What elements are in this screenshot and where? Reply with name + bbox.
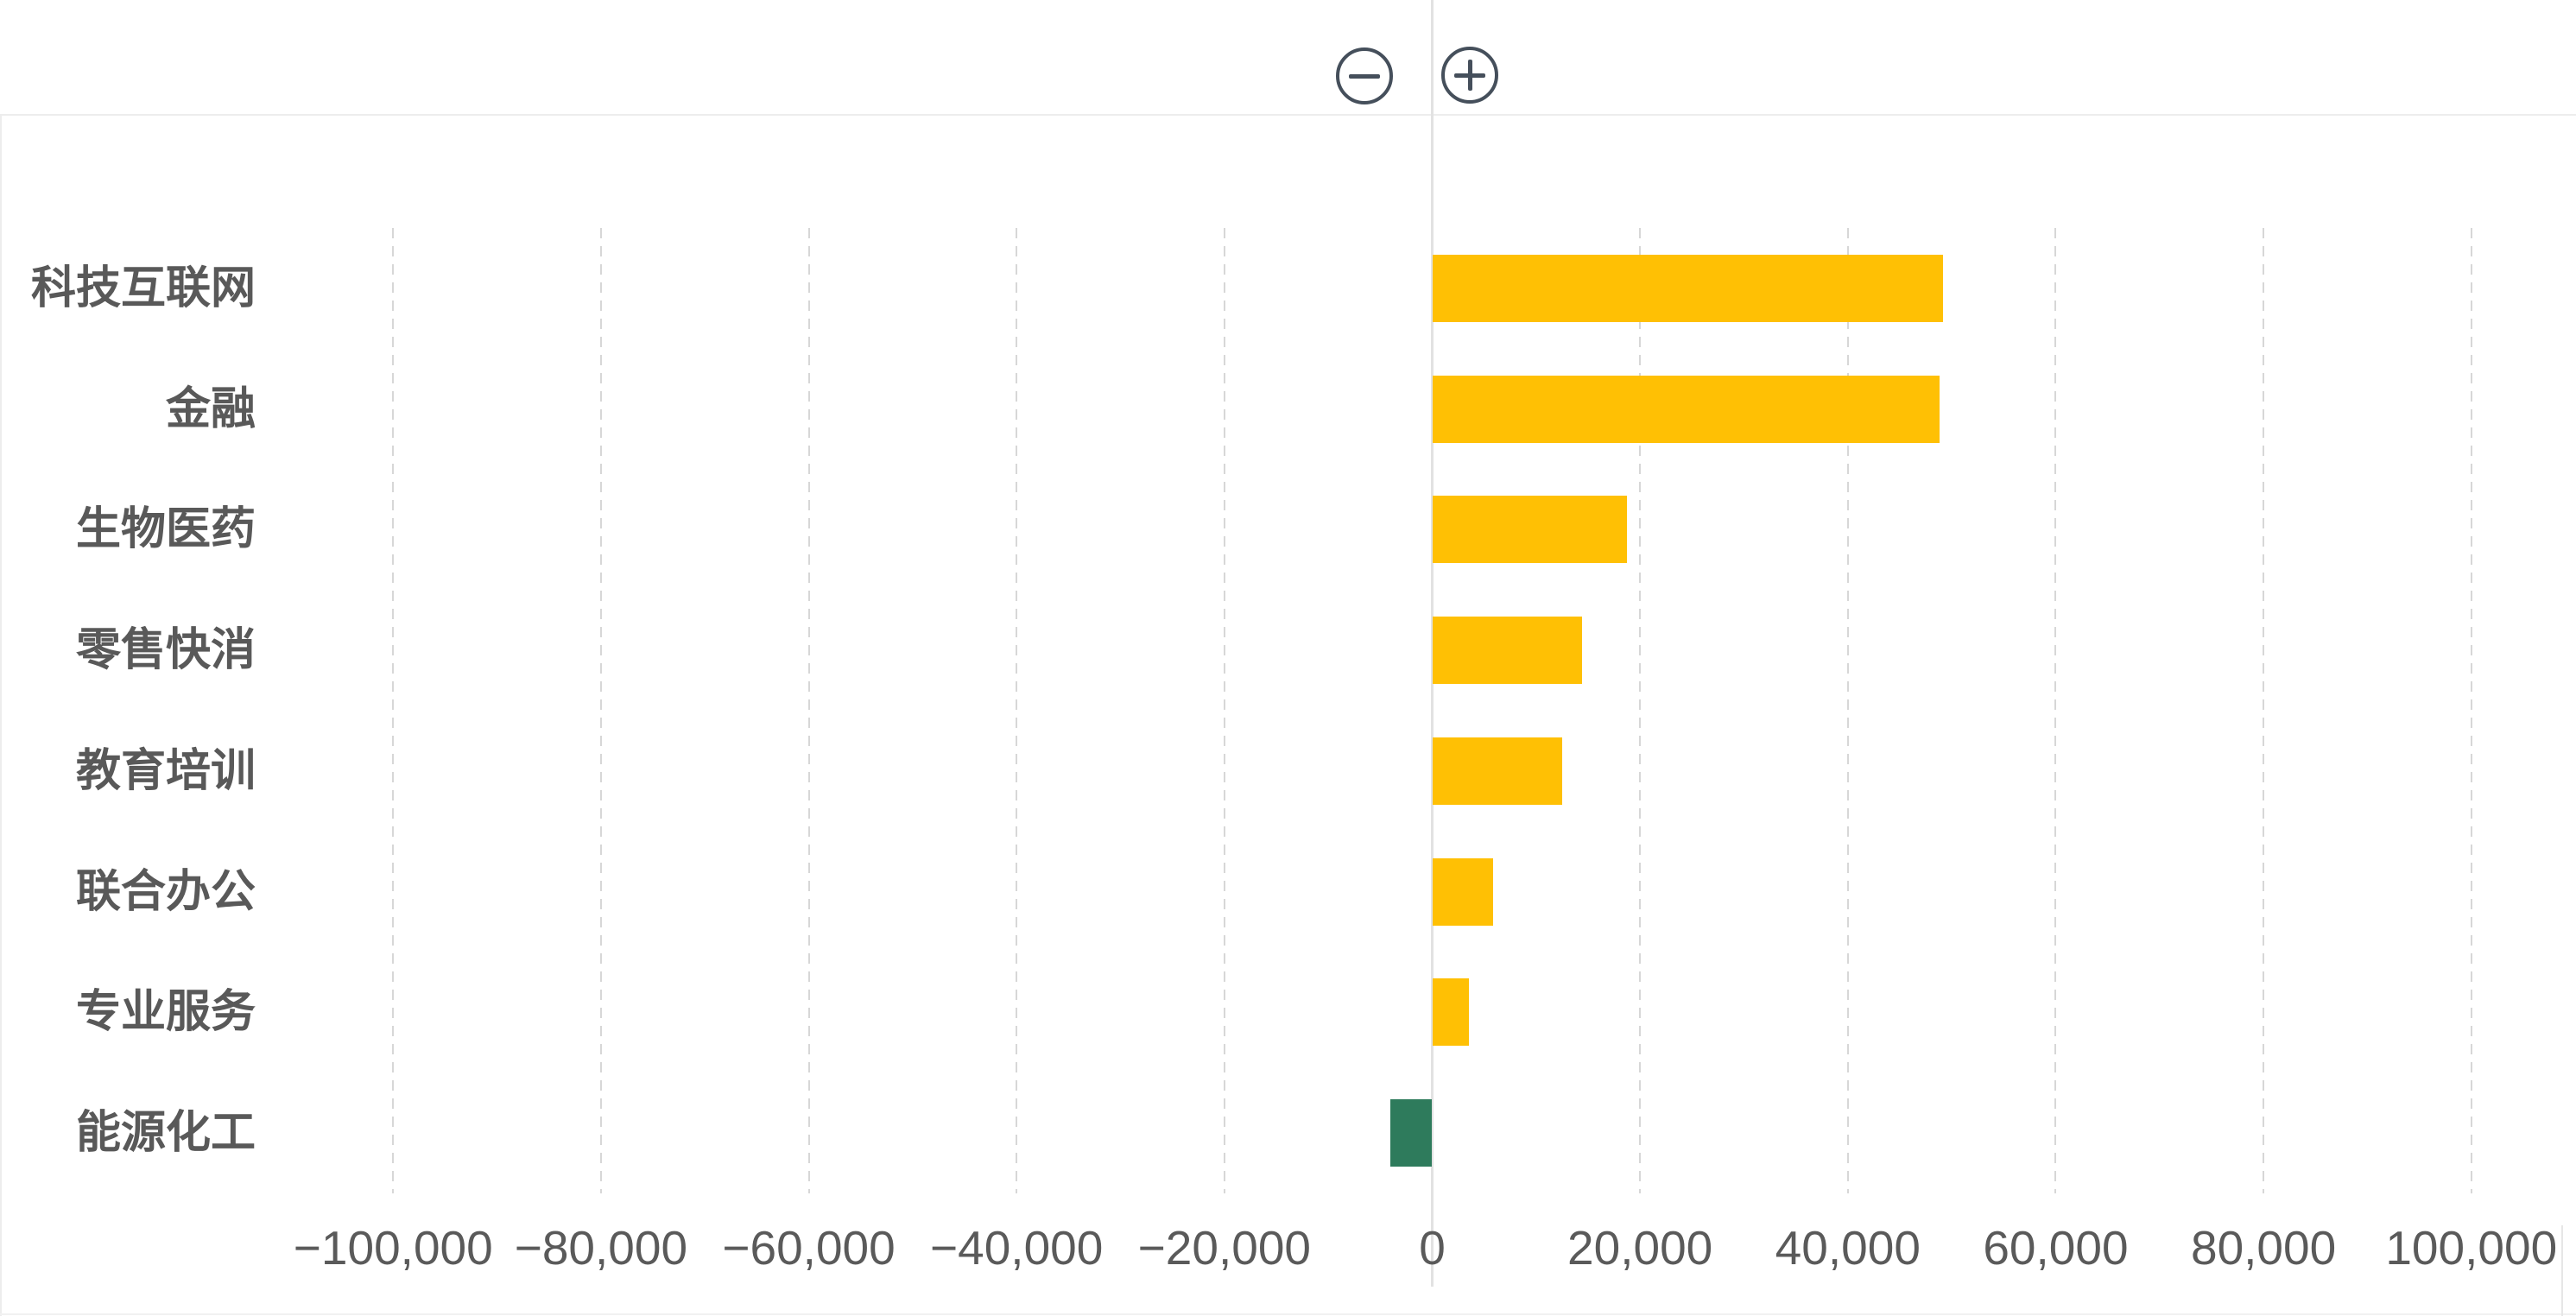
x-axis-tick-label: 40,000 (1775, 1221, 1921, 1275)
category-label: 教育培训 (75, 745, 256, 796)
gridline (807, 228, 810, 1193)
gridline (1016, 228, 1018, 1193)
x-axis-tick-label: −20,000 (1137, 1221, 1312, 1275)
gridline (599, 228, 602, 1193)
x-axis-tick-label: 20,000 (1567, 1221, 1713, 1275)
x-axis-tick-label: 60,000 (1983, 1221, 2129, 1275)
category-label: 零售快消 (75, 625, 256, 676)
x-axis-tick-label: −60,000 (722, 1221, 896, 1275)
gridline (2263, 228, 2265, 1193)
chart-top-border (0, 114, 2576, 116)
x-axis-tick-label: 100,000 (2385, 1221, 2558, 1275)
gridline (2054, 228, 2057, 1193)
category-label: 联合办公 (75, 866, 256, 917)
chart-bottom-border (0, 1313, 2576, 1315)
minus-icon (1349, 73, 1380, 79)
bar-positive[interactable] (1432, 617, 1582, 685)
chart-right-border (2561, 1225, 2563, 1316)
category-label: 能源化工 (75, 1108, 256, 1159)
zoom-out-button[interactable] (1336, 47, 1393, 104)
x-axis-tick-label: 0 (1419, 1221, 1446, 1275)
gridline (392, 228, 395, 1193)
bar-positive[interactable] (1432, 496, 1627, 564)
gridline (2470, 228, 2472, 1193)
category-label: 科技互联网 (30, 263, 256, 313)
category-label: 专业服务 (75, 987, 256, 1038)
x-axis-tick-label: −40,000 (930, 1221, 1104, 1275)
gridline (1846, 228, 1849, 1193)
x-axis-tick-label: −80,000 (514, 1221, 688, 1275)
chart-left-border (0, 114, 2, 1316)
gridline (1639, 228, 1642, 1193)
gridline (1223, 228, 1225, 1193)
bar-positive[interactable] (1432, 254, 1944, 322)
bar-positive[interactable] (1432, 978, 1469, 1047)
x-axis-tick-label: −100,000 (293, 1221, 493, 1275)
category-label: 金融 (165, 383, 256, 434)
x-axis-tick-label: 80,000 (2190, 1221, 2337, 1275)
category-label: 生物医药 (75, 504, 256, 555)
plus-icon-vertical (1467, 60, 1472, 91)
zoom-in-button[interactable] (1441, 47, 1498, 104)
bar-positive[interactable] (1432, 857, 1494, 926)
bar-negative[interactable] (1390, 1099, 1433, 1167)
bar-positive[interactable] (1432, 737, 1562, 805)
bar-positive[interactable] (1432, 375, 1940, 443)
